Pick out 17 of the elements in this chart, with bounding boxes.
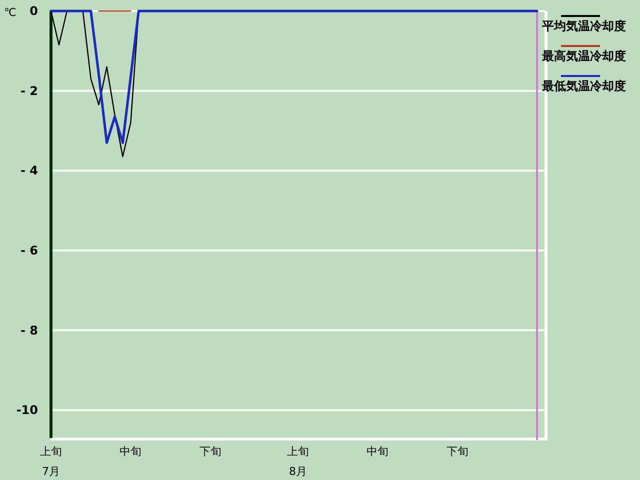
x-tick-label: 下旬: [199, 445, 222, 458]
x-tick-label: 上旬 7月: [40, 445, 62, 478]
x-tick-label: 下旬: [446, 445, 468, 458]
x-tick-label: 上旬 8月: [287, 445, 309, 478]
y-tick-label: -10: [16, 403, 38, 418]
y-tick-label: - 8: [20, 323, 38, 338]
legend-label: 最低気温冷却度: [541, 79, 626, 93]
y-tick-label: - 2: [20, 84, 38, 98]
y-tick-label: - 4: [20, 164, 38, 178]
line-series: [50, 10, 538, 144]
y-tick-label: 0: [30, 4, 38, 18]
x-tick-label: 中旬: [120, 445, 142, 458]
legend-label: 平均気温冷却度: [541, 19, 626, 33]
y-tick-label: - 6: [20, 243, 38, 258]
y-axis-title: ℃: [4, 6, 16, 19]
x-tick-label: 中旬: [366, 445, 389, 458]
legend-label: 最高気温冷却度: [541, 49, 626, 63]
